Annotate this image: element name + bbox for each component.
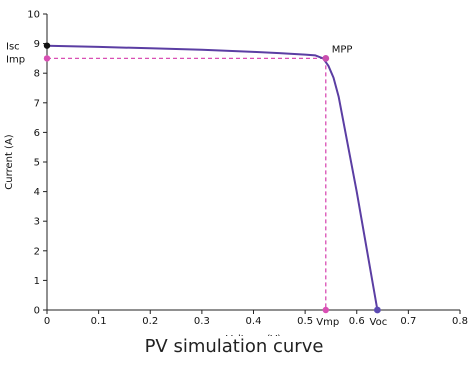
voc-label: Voc	[370, 317, 388, 328]
x-tick-label: 0.7	[400, 316, 416, 327]
imp-label: Imp	[6, 54, 25, 65]
y-tick-label: 2	[34, 246, 40, 257]
y-tick-label: 0	[34, 306, 40, 317]
y-tick-label: 1	[34, 276, 40, 287]
x-tick-label: 0.6	[349, 316, 365, 327]
series-layer	[46, 44, 379, 311]
x-axis-label: Voltage (V)	[226, 334, 281, 336]
y-tick-label: 10	[27, 10, 40, 21]
imp-marker	[43, 55, 51, 62]
mpp-guide-lines	[47, 57, 327, 310]
isc-label: Isc	[6, 42, 20, 53]
x-tick-label: 0.4	[246, 316, 262, 327]
marker-layer	[43, 42, 381, 314]
y-axis-label: Current (A)	[4, 134, 15, 189]
mpp-label: MPP	[332, 44, 353, 55]
vmp-label: Vmp	[316, 317, 339, 328]
ticks: 0 0.1 0.2 0.3 0.4 0.5 0.6 0.7 0.8 0 1 2 3 4 5 6 7 8 9 10	[27, 10, 468, 328]
voc-marker	[374, 306, 381, 314]
mpp-marker	[322, 55, 330, 62]
isc-marker	[43, 42, 51, 49]
vmp-marker	[322, 306, 329, 314]
x-tick-label: 0.3	[194, 316, 210, 327]
iv-curve-line	[46, 44, 379, 311]
y-tick-label: 8	[34, 69, 40, 80]
y-tick-label: 4	[34, 187, 40, 198]
figure-caption: PV simulation curve	[144, 336, 324, 357]
y-tick-label: 7	[34, 98, 40, 109]
x-tick-label: 0.8	[452, 316, 468, 327]
y-tick-label: 3	[34, 217, 40, 228]
x-tick-label: 0.2	[142, 316, 158, 327]
iv-curve-chart: 0 0.1 0.2 0.3 0.4 0.5 0.6 0.7 0.8 0 1 2 3 4 5 6 7 8 9 10 Vo…	[4, 10, 468, 337]
x-tick-label: 0.1	[91, 316, 107, 327]
y-tick-label: 6	[34, 128, 40, 139]
y-tick-label: 9	[34, 39, 40, 50]
x-tick-label: 0	[44, 316, 50, 327]
y-tick-label: 5	[34, 158, 40, 169]
x-tick-label: 0.5	[297, 316, 313, 327]
